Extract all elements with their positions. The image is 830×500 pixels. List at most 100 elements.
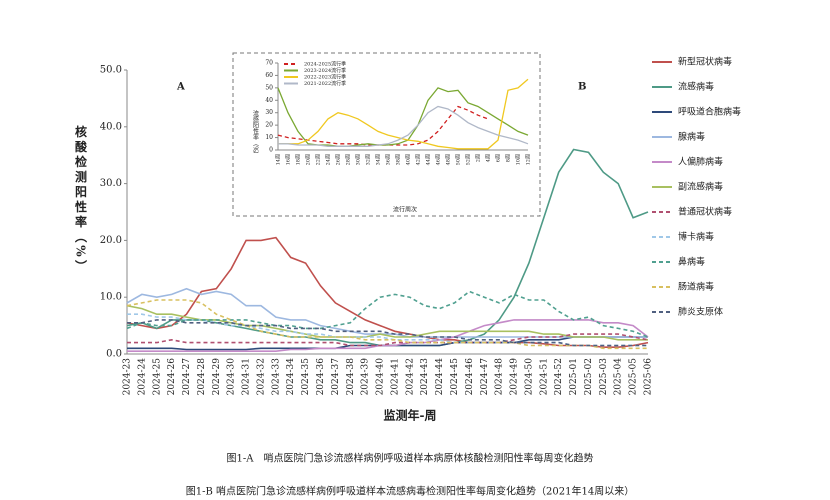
x-tick-label: 34周 [376,154,382,165]
x-tick-label: 42周 [416,154,422,165]
x-tick-label: 2024-34 [286,358,296,396]
x-tick-label: 2024-24 [137,358,147,396]
inset-y-label: 流感阳性率（%） [252,109,259,157]
y-tick-label: 40.0 [100,121,122,132]
x-tick-label: 2025-02 [584,358,594,395]
legend-label: 2021-2022流行季 [304,80,346,87]
x-tick-label: 18周 [296,154,302,165]
panel-label: A [176,82,185,93]
panel-label: B [578,82,586,93]
legend-label: 肺炎支原体 [678,306,723,318]
x-tick-label: 2024-50 [524,358,534,396]
x-axis-label: 监测年-周 [384,408,437,423]
x-tick-label: 48周 [446,154,452,165]
series-line [127,319,649,352]
legend-label: 新型冠状病毒 [678,56,732,68]
legend-label: 腺病毒 [678,131,705,143]
x-tick-label: 44周 [426,154,432,165]
x-tick-label: 2024-28 [197,358,207,396]
x-tick-label: 8周 [506,154,512,162]
x-tick-label: 2024-29 [212,358,222,396]
x-tick-label: 2024-45 [450,358,460,396]
y-tick-label: 70 [265,60,273,67]
series-line [126,290,649,338]
y-tick-label: 0 [269,147,273,154]
x-tick-label: 30周 [356,154,362,165]
legend-label: 流感病毒 [678,81,714,93]
caption: 图1-A 哨点医院门急诊流感样病例呼吸道样本病原体核酸检测阳性率每周变化趋势 [227,452,594,465]
y-tick-label: 60 [265,72,273,79]
caption: 图1-B 哨点医院门急诊流感样病例呼吸道样本流感病毒检测阳性率每周变化趋势（20… [186,485,634,498]
x-tick-label: 10周 [516,154,522,165]
x-tick-label: 2024-23 [123,358,133,396]
legend-label: 呼吸道合胞病毒 [678,106,741,118]
x-tick-label: 2024-39 [361,358,371,396]
x-tick-label: 2024-47 [480,358,490,396]
x-tick-label: 2024-36 [316,358,326,396]
series-line [126,299,648,350]
y-tick-label: 50 [265,84,273,91]
x-tick-label: 2024-35 [301,358,311,396]
x-tick-label: 2024-31 [242,358,252,395]
series-line [278,105,529,147]
x-tick-label: 40周 [406,154,412,165]
x-tick-label: 2024-33 [271,358,281,396]
x-tick-label: 2024-51 [539,358,549,395]
x-tick-label: 28周 [346,154,352,165]
x-tick-label: 2024-40 [376,358,386,396]
x-tick-label: 26周 [336,154,342,165]
series-line [127,313,648,347]
x-tick-label: 24周 [326,154,332,165]
x-tick-label: 46周 [436,154,442,165]
series-line [127,333,649,347]
inset-x-label: 流行周次 [393,206,417,214]
x-tick-label: 2025-04 [614,358,624,396]
x-tick-label: 2024-38 [346,358,356,396]
x-tick-label: 2024-37 [331,358,341,396]
x-tick-label: 32周 [366,154,372,165]
x-tick-label: 2024-52 [554,358,564,395]
x-tick-label: 6周 [496,154,502,162]
x-tick-label: 2周 [476,154,482,162]
x-tick-label: 50周 [456,154,462,165]
x-tick-label: 16周 [286,154,292,165]
x-tick-label: 2024-27 [182,358,192,396]
x-tick-label: 20周 [306,154,312,165]
y-tick-label: 10 [265,134,273,141]
y-tick-label: 20 [265,122,273,129]
legend-label: 人偏肺病毒 [678,156,723,168]
x-tick-label: 2025-06 [644,358,654,396]
x-tick-label: 2024-49 [510,358,520,396]
series-line [127,319,648,347]
x-tick-label: 2024-41 [390,358,400,395]
y-tick-label: 0.0 [106,349,122,360]
y-tick-label: 30.0 [100,178,122,189]
legend-label: 副流感病毒 [678,181,723,193]
series-line [126,304,648,341]
x-tick-label: 14周 [276,154,282,165]
series-line [278,78,529,150]
legend-label: 普通冠状病毒 [678,206,732,218]
x-tick-label: 2025-01 [569,358,579,395]
x-tick-label: 12周 [526,154,532,165]
y-tick-label: 10.0 [100,292,122,303]
x-tick-label: 38周 [396,154,402,165]
x-tick-label: 2024-43 [420,358,430,396]
legend-label: 鼻病毒 [678,256,705,268]
series-line [126,236,649,348]
y-axis-label: 核酸检测阳性率（%） [74,124,88,275]
legend-label: 2022-2023流行季 [304,74,346,81]
legend-label: 博卡病毒 [678,231,714,243]
y-tick-label: 30 [265,109,273,116]
y-tick-label: 50.0 [100,65,122,76]
legend-label: 2023-2024流行季 [304,67,346,74]
x-tick-label: 2024-46 [465,358,475,396]
x-tick-label: 2024-44 [435,358,445,396]
y-tick-label: 40 [265,97,273,104]
y-tick-label: 20.0 [100,235,122,246]
x-tick-label: 2024-25 [152,358,162,396]
x-tick-label: 22周 [316,154,322,165]
x-tick-label: 2024-48 [495,358,505,396]
x-tick-label: 2024-32 [256,358,266,395]
